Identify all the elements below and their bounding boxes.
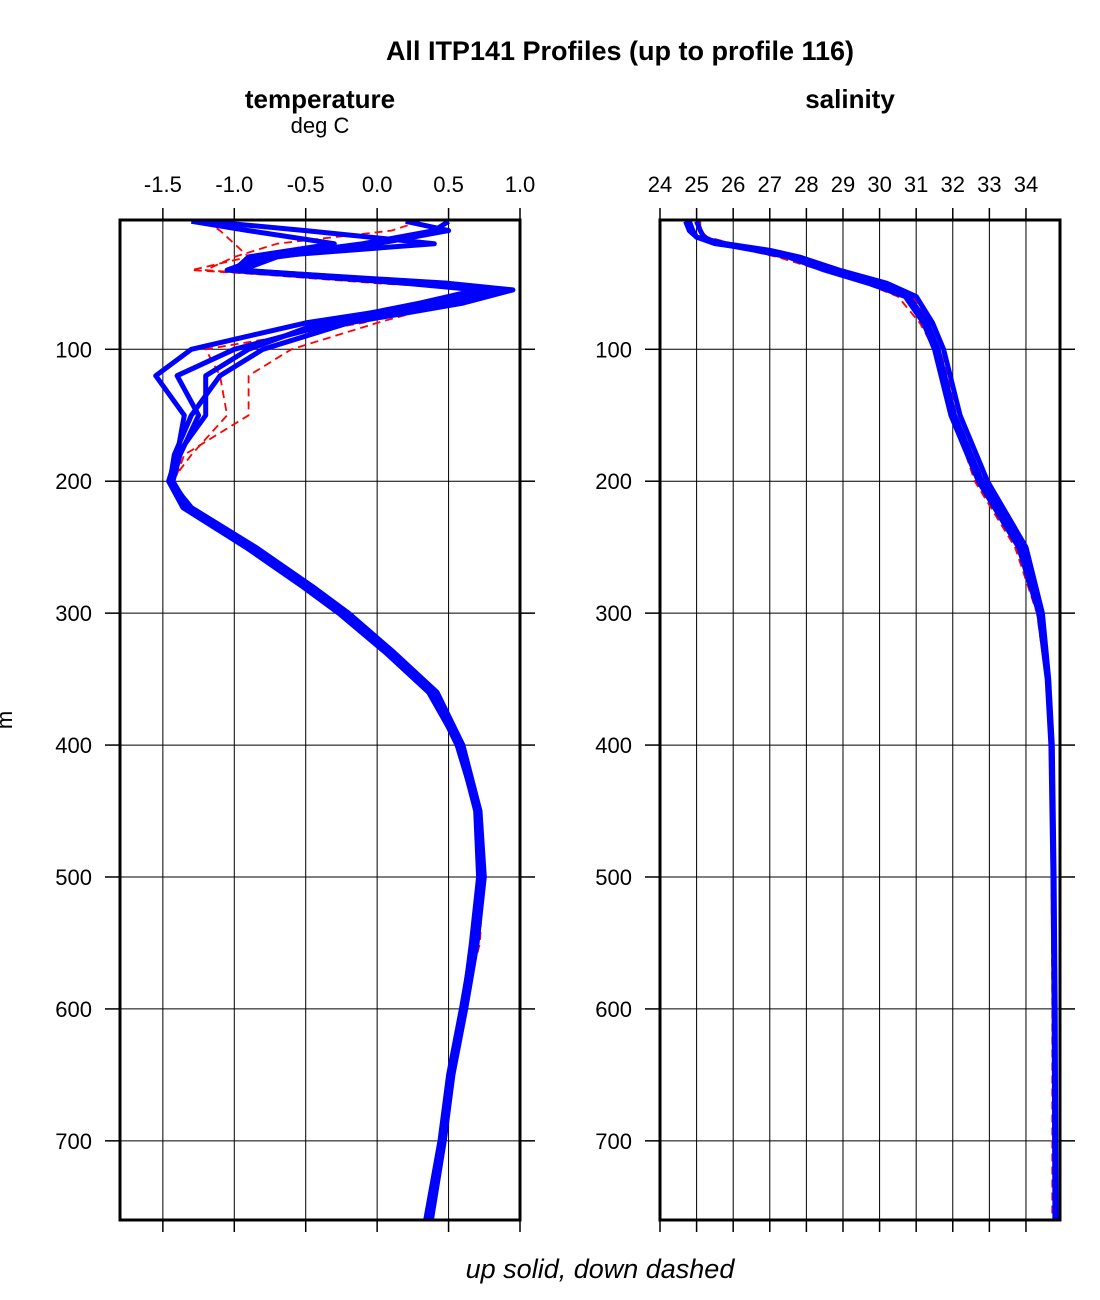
up-profile-line	[166, 220, 482, 1220]
y-tick-label: 300	[55, 601, 92, 626]
down-profile-line	[699, 221, 1058, 1220]
up-profile-line	[694, 220, 1058, 1220]
y-tick-label: 500	[595, 865, 632, 890]
legend-note: up solid, down dashed	[466, 1254, 736, 1284]
x-tick-label: 24	[648, 172, 672, 197]
x-tick-label: -1.5	[144, 172, 182, 197]
up-profile-line	[167, 220, 516, 1220]
y-tick-label: 100	[595, 337, 632, 362]
x-tick-label: 25	[684, 172, 708, 197]
y-axis-label: m	[0, 711, 17, 729]
y-tick-label: 400	[55, 733, 92, 758]
up-profile-line	[683, 220, 1059, 1220]
salinity-panel: 24 25 26 27 28 29 30 31 32 33 34 100 200 300 400 500 600…	[595, 172, 1075, 1232]
x-tick-label: 1.0	[505, 172, 536, 197]
y-tick-label: 100	[55, 337, 92, 362]
x-tick-label: 33	[977, 172, 1001, 197]
x-tick-label: 27	[758, 172, 782, 197]
y-tick-label: 200	[55, 469, 92, 494]
series-group	[153, 220, 516, 1220]
x-tick-label: 31	[904, 172, 928, 197]
x-tick-label: 32	[941, 172, 965, 197]
y-tick-label: 700	[595, 1129, 632, 1154]
x-tick-label: -0.5	[287, 172, 325, 197]
salinity-panel-title: salinity	[805, 84, 895, 114]
x-tick-label: 0.5	[433, 172, 464, 197]
up-profile-line	[686, 220, 1058, 1220]
panel-frame	[118, 218, 522, 1222]
chart-title: All ITP141 Profiles (up to profile 116)	[386, 36, 854, 66]
x-tick-label: 34	[1014, 172, 1038, 197]
series-group	[683, 220, 1059, 1220]
x-tick-label: 0.0	[362, 172, 393, 197]
temperature-panel-title: temperature	[245, 84, 395, 114]
panel-frame	[658, 218, 1062, 1222]
x-tick-label: 28	[794, 172, 818, 197]
down-profile-line	[688, 220, 1054, 1220]
y-tick-label: 500	[55, 865, 92, 890]
x-tick-label: 29	[831, 172, 855, 197]
x-tick-label: -1.0	[215, 172, 253, 197]
y-tick-label: 600	[55, 997, 92, 1022]
y-tick-label: 200	[595, 469, 632, 494]
y-tick-label: 600	[595, 997, 632, 1022]
y-tick-label: 700	[55, 1129, 92, 1154]
y-tick-label: 400	[595, 733, 632, 758]
y-tick-label: 300	[595, 601, 632, 626]
temperature-panel: -1.5 -1.0 -0.5 0.0 0.5 1.0 100 200 300 400 500 600 7…	[55, 172, 535, 1232]
up-profile-line	[153, 220, 494, 1220]
x-tick-label: 30	[867, 172, 891, 197]
temperature-x-label: deg C	[291, 113, 350, 138]
x-tick-label: 26	[721, 172, 745, 197]
